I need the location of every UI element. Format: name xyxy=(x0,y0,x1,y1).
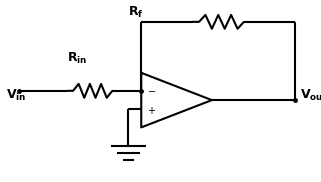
Text: R$_{\mathbf{f}}$: R$_{\mathbf{f}}$ xyxy=(128,5,144,20)
Text: V$_{\mathbf{out}}$: V$_{\mathbf{out}}$ xyxy=(300,88,321,103)
Text: $-$: $-$ xyxy=(147,85,156,95)
Text: R$_{\mathbf{in}}$: R$_{\mathbf{in}}$ xyxy=(67,51,88,66)
Text: V$_{\mathbf{in}}$: V$_{\mathbf{in}}$ xyxy=(6,88,27,103)
Text: $+$: $+$ xyxy=(147,105,156,116)
